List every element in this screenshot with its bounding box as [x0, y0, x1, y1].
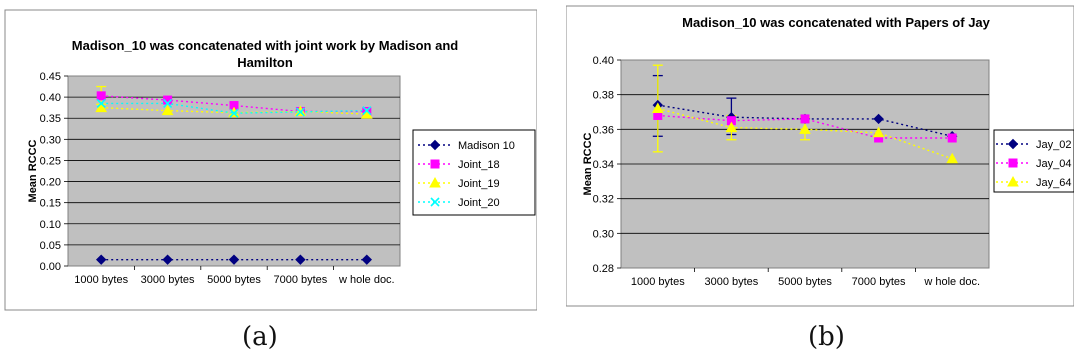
- y-tick-label: 0.30: [40, 134, 61, 146]
- y-tick-label: 0.40: [40, 92, 61, 104]
- caption-b: (b): [808, 322, 845, 352]
- x-tick-label: 3000 bytes: [141, 274, 195, 286]
- y-tick-label: 0.40: [593, 55, 614, 67]
- data-point: [947, 133, 957, 143]
- x-tick-label: 5000 bytes: [207, 274, 261, 286]
- series-1: [653, 110, 957, 143]
- chart-b-title: Madison_10 was concatenated with Papers …: [682, 15, 991, 30]
- chart-b-legend: Jay_02 Jay_04 Jay_64: [996, 138, 1071, 189]
- x-tick-label: 7000 bytes: [852, 276, 906, 288]
- chart-a-series: [95, 91, 373, 265]
- chart-a-title-line1: Madison_10 was concatenated with joint w…: [72, 38, 459, 53]
- data-point: [800, 114, 810, 124]
- legend-marker: [1007, 175, 1019, 187]
- legend-label: Joint_19: [458, 178, 500, 190]
- y-tick-label: 0.00: [40, 261, 61, 273]
- y-tick-label: 0.38: [593, 90, 614, 102]
- data-point: [162, 254, 173, 265]
- data-point: [295, 107, 305, 117]
- data-point: [95, 254, 107, 265]
- legend-marker: [429, 139, 441, 151]
- data-point: [295, 254, 306, 265]
- data-point: [163, 98, 173, 109]
- x-tick-label: 3000 bytes: [704, 276, 758, 288]
- y-tick-label: 0.10: [40, 219, 61, 231]
- y-tick-label: 0.34: [593, 159, 614, 171]
- series-line: [657, 107, 953, 160]
- x-tick-label: w hole doc.: [923, 276, 980, 288]
- legend-label: Jay_64: [1036, 177, 1071, 189]
- y-tick-label: 0.36: [593, 124, 614, 136]
- y-tick-label: 0.35: [40, 113, 61, 125]
- legend-marker: [430, 197, 440, 207]
- chart-a-title-line2: Hamilton: [237, 55, 293, 70]
- data-point: [95, 101, 108, 113]
- legend-label: Madison 10: [458, 140, 515, 152]
- y-tick-label: 0.05: [40, 240, 61, 252]
- series-3: [96, 98, 372, 118]
- chart-a-x-tick-labels: 1000 bytes 3000 bytes 5000 bytes 7000 bytes…: [74, 274, 394, 286]
- data-point: [229, 108, 239, 118]
- data-point: [873, 113, 884, 125]
- x-tick-label: 1000 bytes: [631, 276, 685, 288]
- data-point: [725, 121, 738, 133]
- legend-label: Jay_04: [1036, 158, 1071, 170]
- chart-a-y-axis-label: Mean RCCC: [27, 139, 39, 202]
- data-point: [228, 254, 240, 265]
- legend-marker: [430, 159, 440, 169]
- data-point: [161, 104, 174, 116]
- x-tick-label: 1000 bytes: [74, 274, 128, 286]
- series-line: [101, 95, 367, 113]
- legend-label: Jay_02: [1036, 139, 1071, 151]
- chart-a-legend: Madison 10 Joint_18 Joint_19 Joint_20: [418, 139, 515, 209]
- data-point: [799, 123, 811, 134]
- x-tick-label: w hole doc.: [338, 274, 395, 286]
- legend-marker: [429, 176, 441, 188]
- series-2: [651, 102, 959, 164]
- chart-b-y-axis-label: Mean RCCC: [582, 132, 594, 195]
- data-point: [651, 102, 664, 114]
- y-tick-label: 0.15: [40, 198, 61, 210]
- chart-b-x-tick-labels: 1000 bytes 3000 bytes 5000 bytes 7000 bytes…: [631, 276, 980, 288]
- x-tick-label: 5000 bytes: [778, 276, 832, 288]
- data-point: [96, 98, 106, 109]
- y-tick-label: 0.45: [40, 71, 61, 83]
- chart-b-y-tick-labels: 0.28 0.30 0.32 0.34 0.36 0.38 0.40: [593, 55, 614, 275]
- series-line: [101, 106, 367, 115]
- data-point: [361, 254, 373, 265]
- chart-b-series: [651, 99, 959, 164]
- chart-b: Madison_10 was concatenated with Papers …: [566, 5, 1074, 307]
- chart-a-y-tick-labels: 0.00 0.05 0.10 0.15 0.20 0.25 0.30 0.35 0.40 0.45: [40, 71, 61, 273]
- chart-a: Madison_10 was concatenated with joint w…: [4, 9, 537, 311]
- legend-label: Joint_18: [458, 159, 500, 171]
- y-tick-label: 0.28: [593, 263, 614, 275]
- series-2: [95, 101, 373, 119]
- series-0: [95, 254, 373, 265]
- x-tick-label: 7000 bytes: [273, 274, 327, 286]
- chart-a-gridlines: [64, 75, 400, 270]
- data-point: [362, 106, 372, 116]
- data-point: [872, 126, 885, 138]
- legend-label: Joint_20: [458, 197, 500, 209]
- data-point: [946, 152, 959, 164]
- y-tick-label: 0.20: [40, 177, 61, 189]
- y-tick-label: 0.30: [593, 228, 614, 240]
- y-tick-label: 0.25: [40, 155, 61, 167]
- y-tick-label: 0.32: [593, 194, 614, 206]
- legend-marker: [1007, 138, 1019, 150]
- caption-a: (a): [242, 322, 278, 352]
- legend-marker: [1008, 158, 1018, 168]
- data-point: [96, 91, 106, 101]
